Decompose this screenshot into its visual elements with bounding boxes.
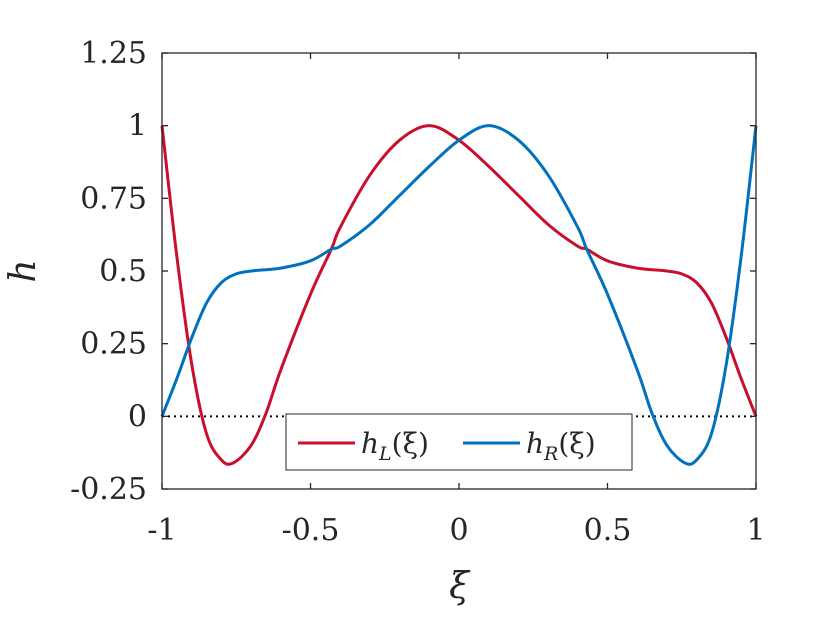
- series-line-h-l: [160, 124, 758, 466]
- y-tick-label: 1.25: [80, 36, 147, 71]
- y-tick-label: 0: [128, 399, 147, 434]
- y-tick-label: -0.25: [70, 472, 147, 507]
- series-layer: [160, 124, 758, 466]
- x-tick-label: 0: [449, 513, 468, 548]
- y-tick-label: 0.75: [80, 181, 147, 216]
- y-tick-label: 0.25: [80, 327, 147, 362]
- x-axis-title: ξ: [449, 566, 471, 607]
- x-tick-label: -1: [147, 513, 176, 548]
- tick-label-layer: -1 -0.5 0 0.5 1 -0.25 0 0.25 0.5 0.75 1 1.25: [70, 36, 765, 548]
- y-tick-label: 1: [128, 109, 147, 144]
- legend-label-h-l: hL(ξ): [361, 427, 429, 465]
- tick-layer: [161, 52, 757, 490]
- legend: hL(ξ) hR(ξ): [285, 413, 633, 471]
- y-tick-label: 0.5: [99, 254, 147, 289]
- x-tick-label: -0.5: [282, 513, 340, 548]
- x-tick-label: 0.5: [584, 513, 632, 548]
- x-tick-label: 1: [746, 513, 765, 548]
- y-axis-title: h: [3, 259, 44, 282]
- legend-label-h-r: hR(ξ): [526, 427, 596, 465]
- series-line-h-r: [160, 124, 758, 466]
